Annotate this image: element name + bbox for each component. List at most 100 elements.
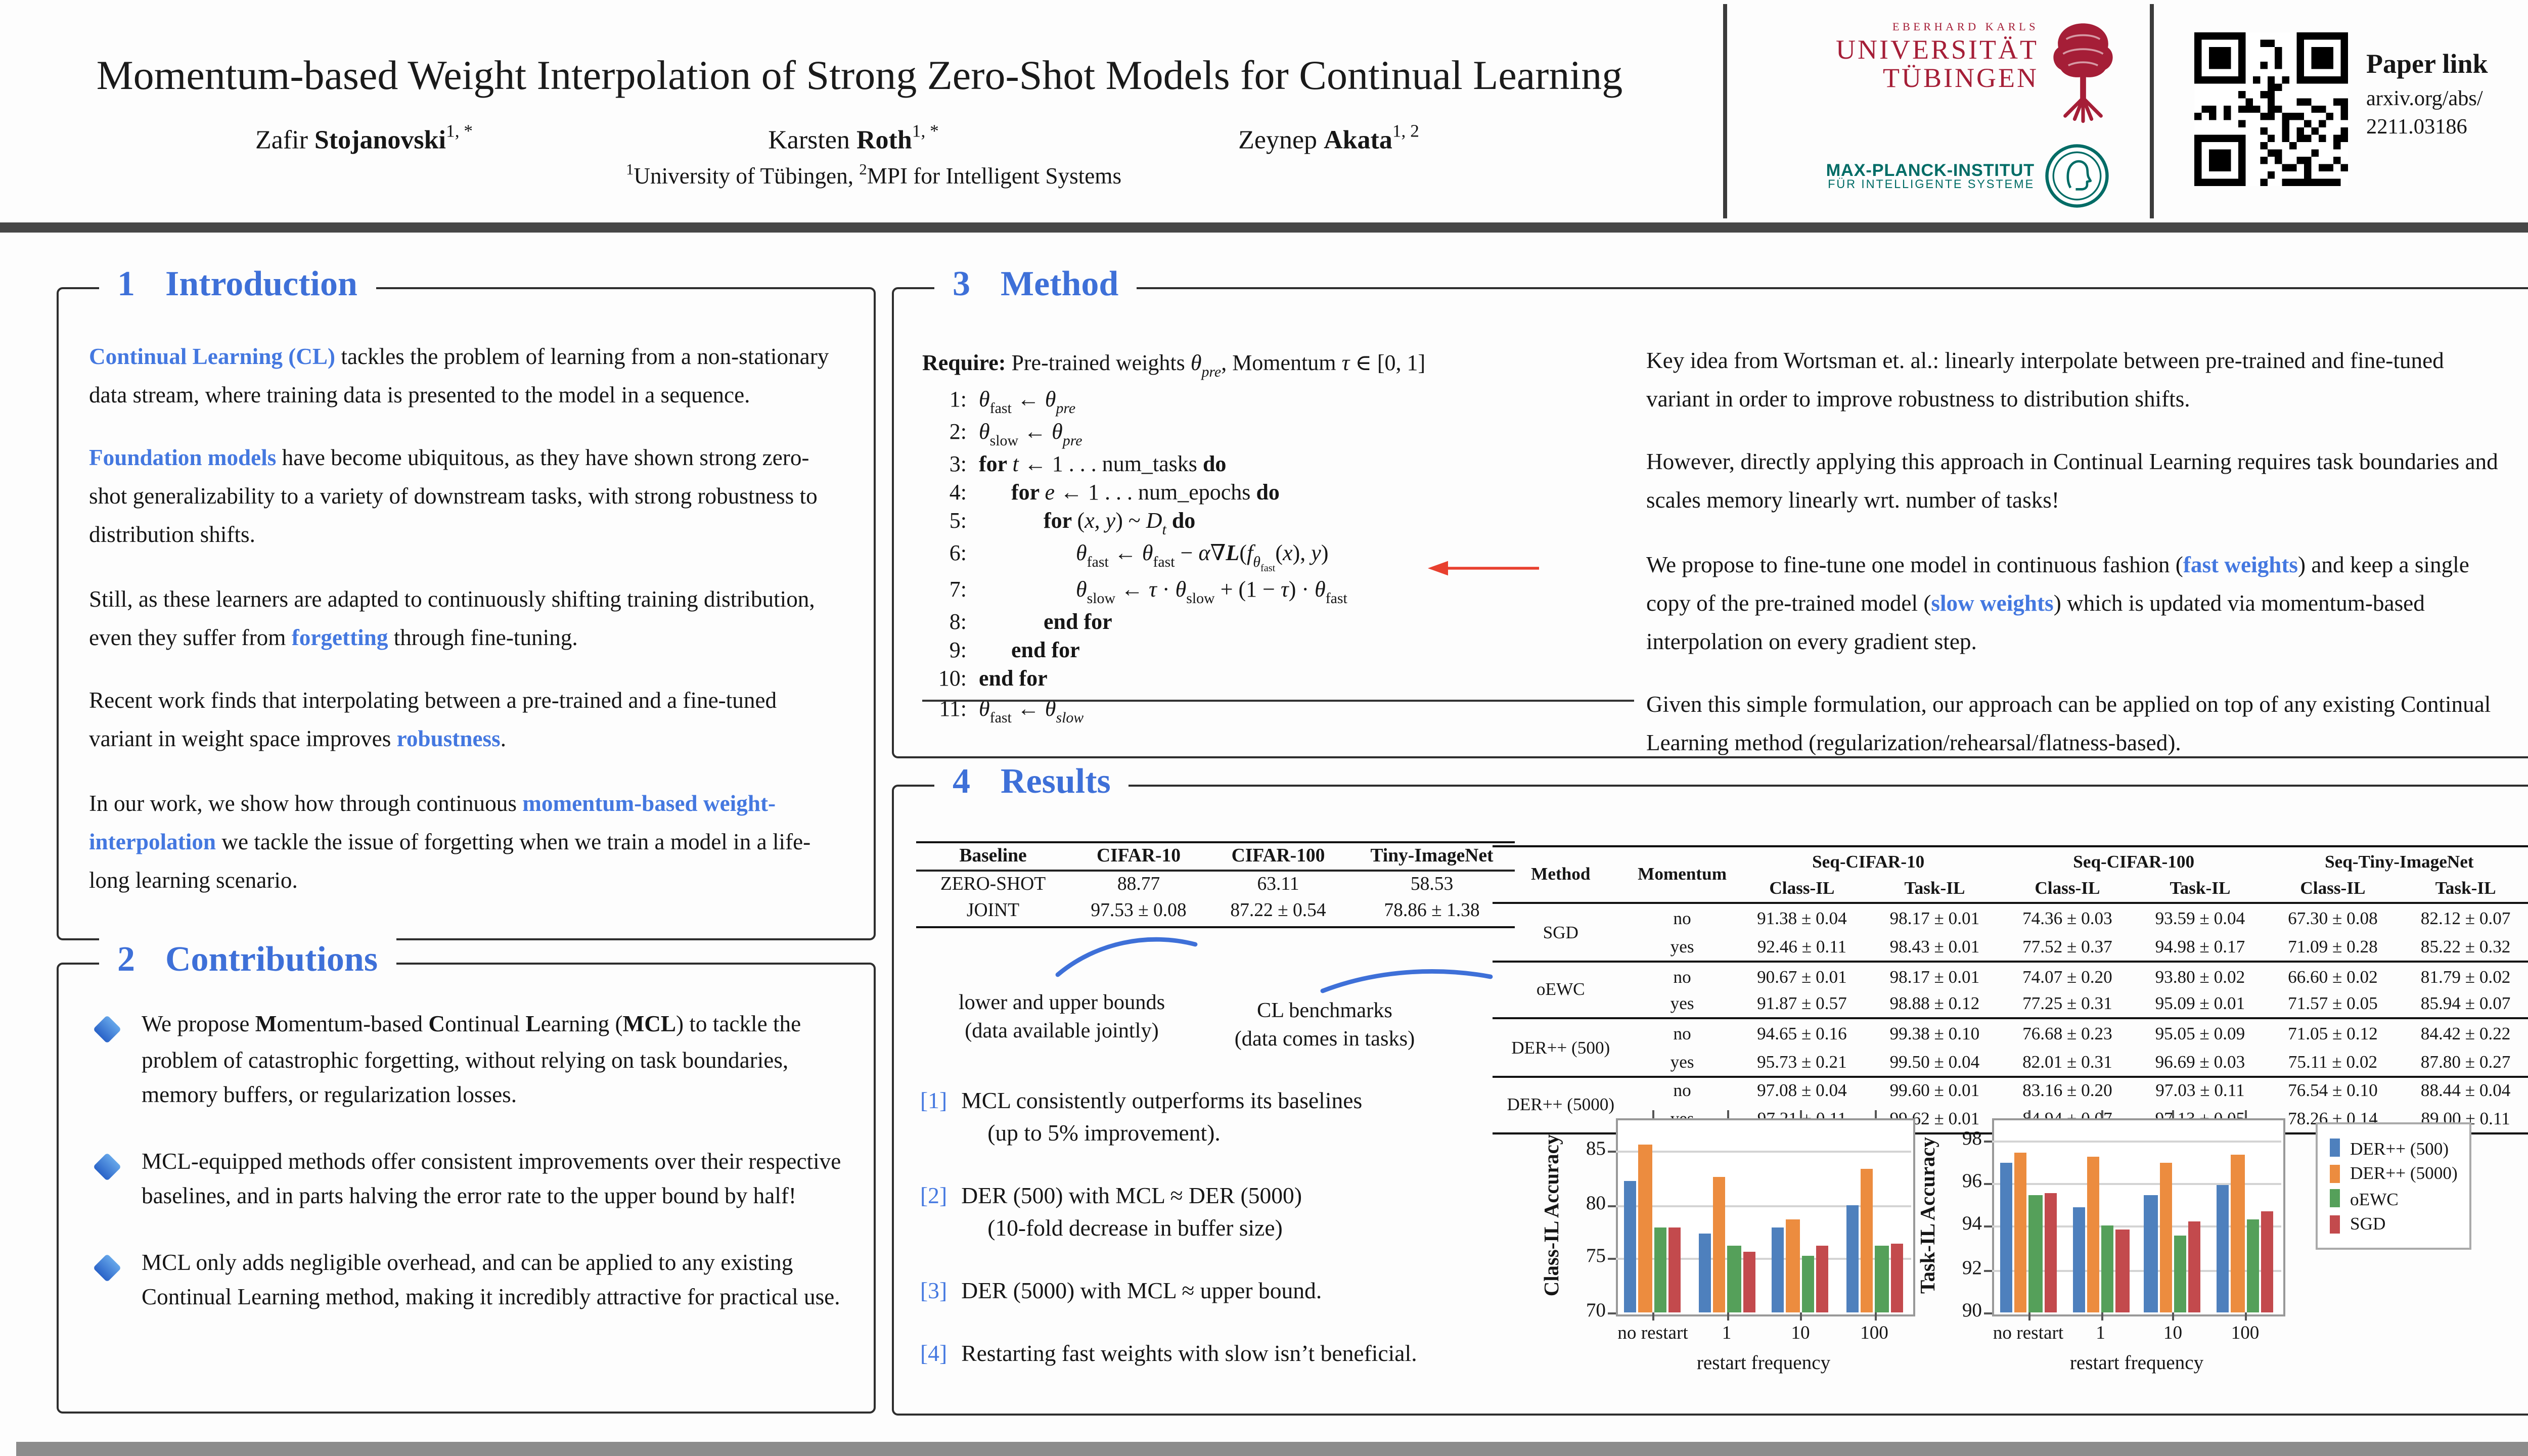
section-contributions-heading: 2 Contributions	[99, 938, 396, 981]
mpi-logo-text: MAX-PLANCK-INSTITUT FÜR INTELLIGENTE SYS…	[1826, 160, 2035, 193]
y-tick-label: 85	[1586, 1139, 1606, 1161]
x-axis-label: restart frequency	[1696, 1353, 1831, 1375]
line-code: for e ← 1 . . . num_epochs do	[1011, 481, 1280, 506]
algorithm-line: 10: end for	[922, 666, 1642, 695]
x-tick-label: 100	[1860, 1325, 1888, 1345]
tuebingen-tree-icon	[2053, 23, 2113, 123]
paper-link-url: arxiv.org/abs/	[2366, 89, 2483, 111]
algorithm-line: 1: θfast ← θpre	[922, 387, 1642, 419]
algorithm-line: 6: θfast ← θfast − α∇L(fθfast(x), y)	[922, 540, 1642, 577]
bar-der-500-	[2072, 1206, 2085, 1312]
bar-der-500-	[2144, 1196, 2157, 1312]
bar-der-5000-	[1860, 1168, 1873, 1312]
table-row: JOINT 97.53 ± 0.08 87.22 ± 0.54 78.86 ± 1.3…	[916, 899, 1515, 927]
line-number: 9:	[949, 640, 967, 664]
line-code: θslow ← θpre	[979, 421, 1082, 449]
x-tick-label: 1	[1722, 1325, 1732, 1345]
contribution-item: MCL only adds negligible overhead, and c…	[83, 1247, 855, 1317]
legend-entry: SGD	[2330, 1213, 2458, 1234]
legend-entry: DER++ (500)	[2330, 1138, 2458, 1158]
algorithm-line: 4: for e ← 1 . . . num_epochs do	[922, 479, 1642, 508]
y-tick-label: 98	[1962, 1127, 1982, 1150]
bar-oewc	[2101, 1226, 2114, 1312]
bar-sgd	[1816, 1246, 1829, 1312]
line-code: θfast ← θslow	[979, 697, 1084, 726]
line-code: for (x, y) ~ Dt do	[1044, 510, 1196, 539]
metric-header: Task-IL	[2170, 878, 2231, 899]
algorithm-line: 7: θslow ← τ · θslow + (1 − τ) · θfast	[922, 577, 1642, 609]
algorithm-lines: 1: θfast ← θpre 2: θslow ← θpre 3: for t ← 1 …	[922, 387, 1642, 727]
paragraph: However, directly applying this approach…	[1646, 451, 2498, 515]
bar-der-500-	[1698, 1234, 1711, 1312]
y-tick-label: 94	[1962, 1214, 1982, 1237]
metric-header: Task-IL	[1904, 878, 1965, 899]
column-header: CIFAR-100	[1231, 846, 1325, 867]
line-code: for t ← 1 . . . num_tasks do	[979, 452, 1227, 477]
finding-index: [3]	[920, 1280, 947, 1304]
method-group: DER++ (500) no 94.65 ± 0.16 99.38 ± 0.10 76.…	[1493, 1019, 2528, 1077]
swoosh-arrow-icon	[1320, 969, 1493, 993]
contribution-text: We propose Momentum-based Continual Lear…	[142, 1013, 801, 1108]
column-header: Baseline	[959, 846, 1027, 867]
paragraph: In our work, we show how through continu…	[89, 792, 811, 893]
bar-der-5000-	[2231, 1155, 2244, 1312]
bar-oewc	[2174, 1235, 2187, 1312]
method-group: SGD no 91.38 ± 0.04 98.17 ± 0.01 74.36 ± 0.0…	[1493, 904, 2528, 962]
header-divider	[1723, 4, 1727, 218]
bar-der-5000-	[1639, 1145, 1652, 1312]
bar-oewc	[1875, 1245, 1888, 1312]
finding-index: [4]	[920, 1342, 947, 1367]
header-rule	[0, 222, 2528, 233]
contribution-text: MCL only adds negligible overhead, and c…	[142, 1251, 840, 1310]
algorithm-line: 8: end for	[922, 609, 1642, 638]
method-name: SGD	[1543, 922, 1578, 942]
method-name: oEWC	[1536, 979, 1585, 1000]
algorithm-line: 9: end for	[922, 638, 1642, 666]
line-number: 8:	[949, 611, 967, 635]
author-1: Zafir Stojanovski1, *	[255, 121, 473, 155]
algorithm-rule	[922, 700, 1634, 702]
paragraph: Given this simple formulation, our appro…	[1646, 694, 2491, 757]
algorithm-pseudocode: Require: Pre-trained weights θpre, Momen…	[922, 350, 1642, 727]
section-introduction: 1 Introduction Continual Learning (CL) ta…	[57, 263, 876, 940]
algorithm-line: 3: for t ← 1 . . . num_tasks do	[922, 450, 1642, 479]
metric-header: Task-IL	[2435, 878, 2496, 899]
bar-sgd	[2116, 1230, 2129, 1312]
section-method-heading: 3 Method	[934, 263, 1137, 305]
section-contributions: 2 Contributions We propose Momentum-based…	[57, 938, 876, 1414]
swoosh-arrow-icon	[1055, 937, 1198, 977]
legend-swatch-icon	[2330, 1139, 2340, 1157]
main-table: Method Momentum Seq-CIFAR-10 Seq-CIFAR-100 S…	[1493, 845, 2528, 1135]
baseline-bounds-table: Baseline CIFAR-10 CIFAR-100 Tiny-ImageNet ZE…	[916, 841, 1515, 927]
column-header: Tiny-ImageNet	[1370, 846, 1494, 867]
bar-der-500-	[2000, 1163, 2013, 1312]
table-row: yes 95.73 ± 0.21 99.50 ± 0.04 82.01 ± 0.31 9…	[1670, 1051, 2511, 1071]
dataset-group-header: Seq-CIFAR-10	[1812, 850, 1925, 871]
x-tick-label: 1	[2096, 1325, 2105, 1345]
y-tick-label: 75	[1586, 1246, 1606, 1269]
section-results: 4 Results Baseline CIFAR-10 CIFAR-100 Tiny-I…	[892, 760, 2528, 1416]
bar-der-500-	[1845, 1205, 1859, 1312]
metric-header: Class-IL	[1769, 878, 1835, 899]
findings-list: [1] MCL consistently outperforms its base…	[920, 1088, 1527, 1403]
mpi-medallion-icon	[2045, 144, 2109, 208]
method-name: DER++ (5000)	[1507, 1095, 1615, 1115]
table-row: yes 92.46 ± 0.11 98.43 ± 0.01 77.52 ± 0.37 9…	[1670, 936, 2511, 957]
line-code: end for	[1011, 640, 1080, 664]
bar-der-500-	[1772, 1227, 1785, 1312]
affiliations: 1University of Tübingen, 2MPI for Intell…	[625, 160, 1122, 190]
x-tick-label: 10	[1791, 1325, 1810, 1345]
bar-der-5000-	[2014, 1153, 2027, 1312]
method-text: Key idea from Wortsman et. al.: linearly…	[1646, 338, 2504, 790]
x-tick-label: no restart	[1617, 1325, 1688, 1345]
line-number: 6:	[949, 542, 967, 567]
paragraph: We propose to fine-tune one model in con…	[1646, 554, 2469, 655]
algorithm-require-line: Require: Pre-trained weights θpre, Momen…	[922, 352, 1426, 381]
classil-bar-chart: Class-IL Accuracy 70 75 80 85 no restart 1 10 10…	[1527, 1102, 2024, 1409]
qr-code-icon	[2194, 32, 2348, 186]
table-row: oEWC no 90.67 ± 0.01 98.17 ± 0.01 74.07 ± 0.…	[1493, 962, 2528, 999]
finding-item: [2] DER (500) with MCL ≈ DER (5000) (10-fo…	[920, 1183, 1527, 1248]
contribution-text: MCL-equipped methods offer consistent im…	[142, 1150, 841, 1209]
baseline-table: Baseline CIFAR-10 CIFAR-100 Tiny-ImageNet ZE…	[916, 841, 1515, 927]
bar-der-5000-	[2087, 1157, 2100, 1312]
